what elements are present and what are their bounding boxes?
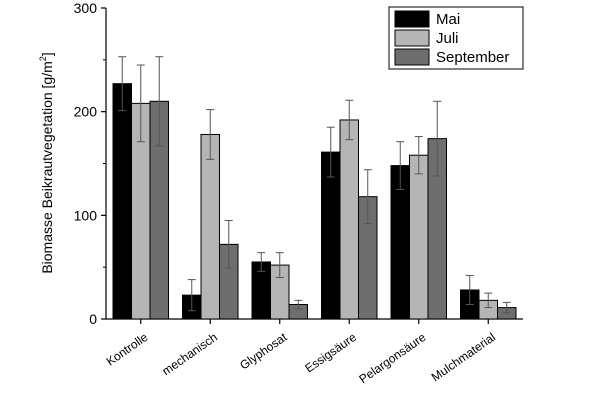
legend-label: Juli — [436, 30, 459, 47]
y-axis-title: Biomasse Beikrautvegetation [g/m2] — [38, 52, 55, 273]
bar-mai — [112, 83, 132, 320]
category-label: Glyphosat — [237, 330, 290, 373]
error-bars — [118, 56, 511, 314]
y-tick-label: 200 — [74, 104, 98, 120]
y-axis-title-main: Biomasse Beikrautvegetation [g/m — [39, 61, 55, 273]
y-tick-label: 300 — [74, 0, 98, 16]
category-label: mechanisch — [159, 330, 219, 378]
bar-juli — [409, 154, 429, 320]
y-tick-label: 100 — [74, 207, 98, 223]
x-ticks — [140, 319, 489, 324]
legend-swatch-september — [394, 48, 430, 66]
category-label: Pelargonsäure — [356, 330, 428, 386]
y-ticks: 0 100 200 300 — [74, 0, 106, 327]
category-label: Mulchmaterial — [429, 330, 498, 384]
legend-label: Mai — [436, 11, 460, 28]
legend: Mai Juli September — [388, 6, 524, 70]
category-label: Essigsäure — [302, 330, 359, 376]
legend-swatch-mai — [394, 10, 430, 28]
category-labels: Kontrolle mechanisch Glyphosat EssigsäurePe… — [104, 330, 498, 387]
bar-juli — [339, 119, 359, 320]
legend-label: September — [436, 49, 509, 66]
category-label: Kontrolle — [104, 330, 151, 369]
bars — [112, 83, 517, 320]
legend-swatch-juli — [394, 29, 430, 47]
bar-juli — [200, 133, 220, 320]
y-axis-title-superscript: 2 — [38, 56, 48, 61]
y-axis-title-end: ] — [39, 52, 55, 56]
y-tick-label: 0 — [89, 311, 97, 327]
